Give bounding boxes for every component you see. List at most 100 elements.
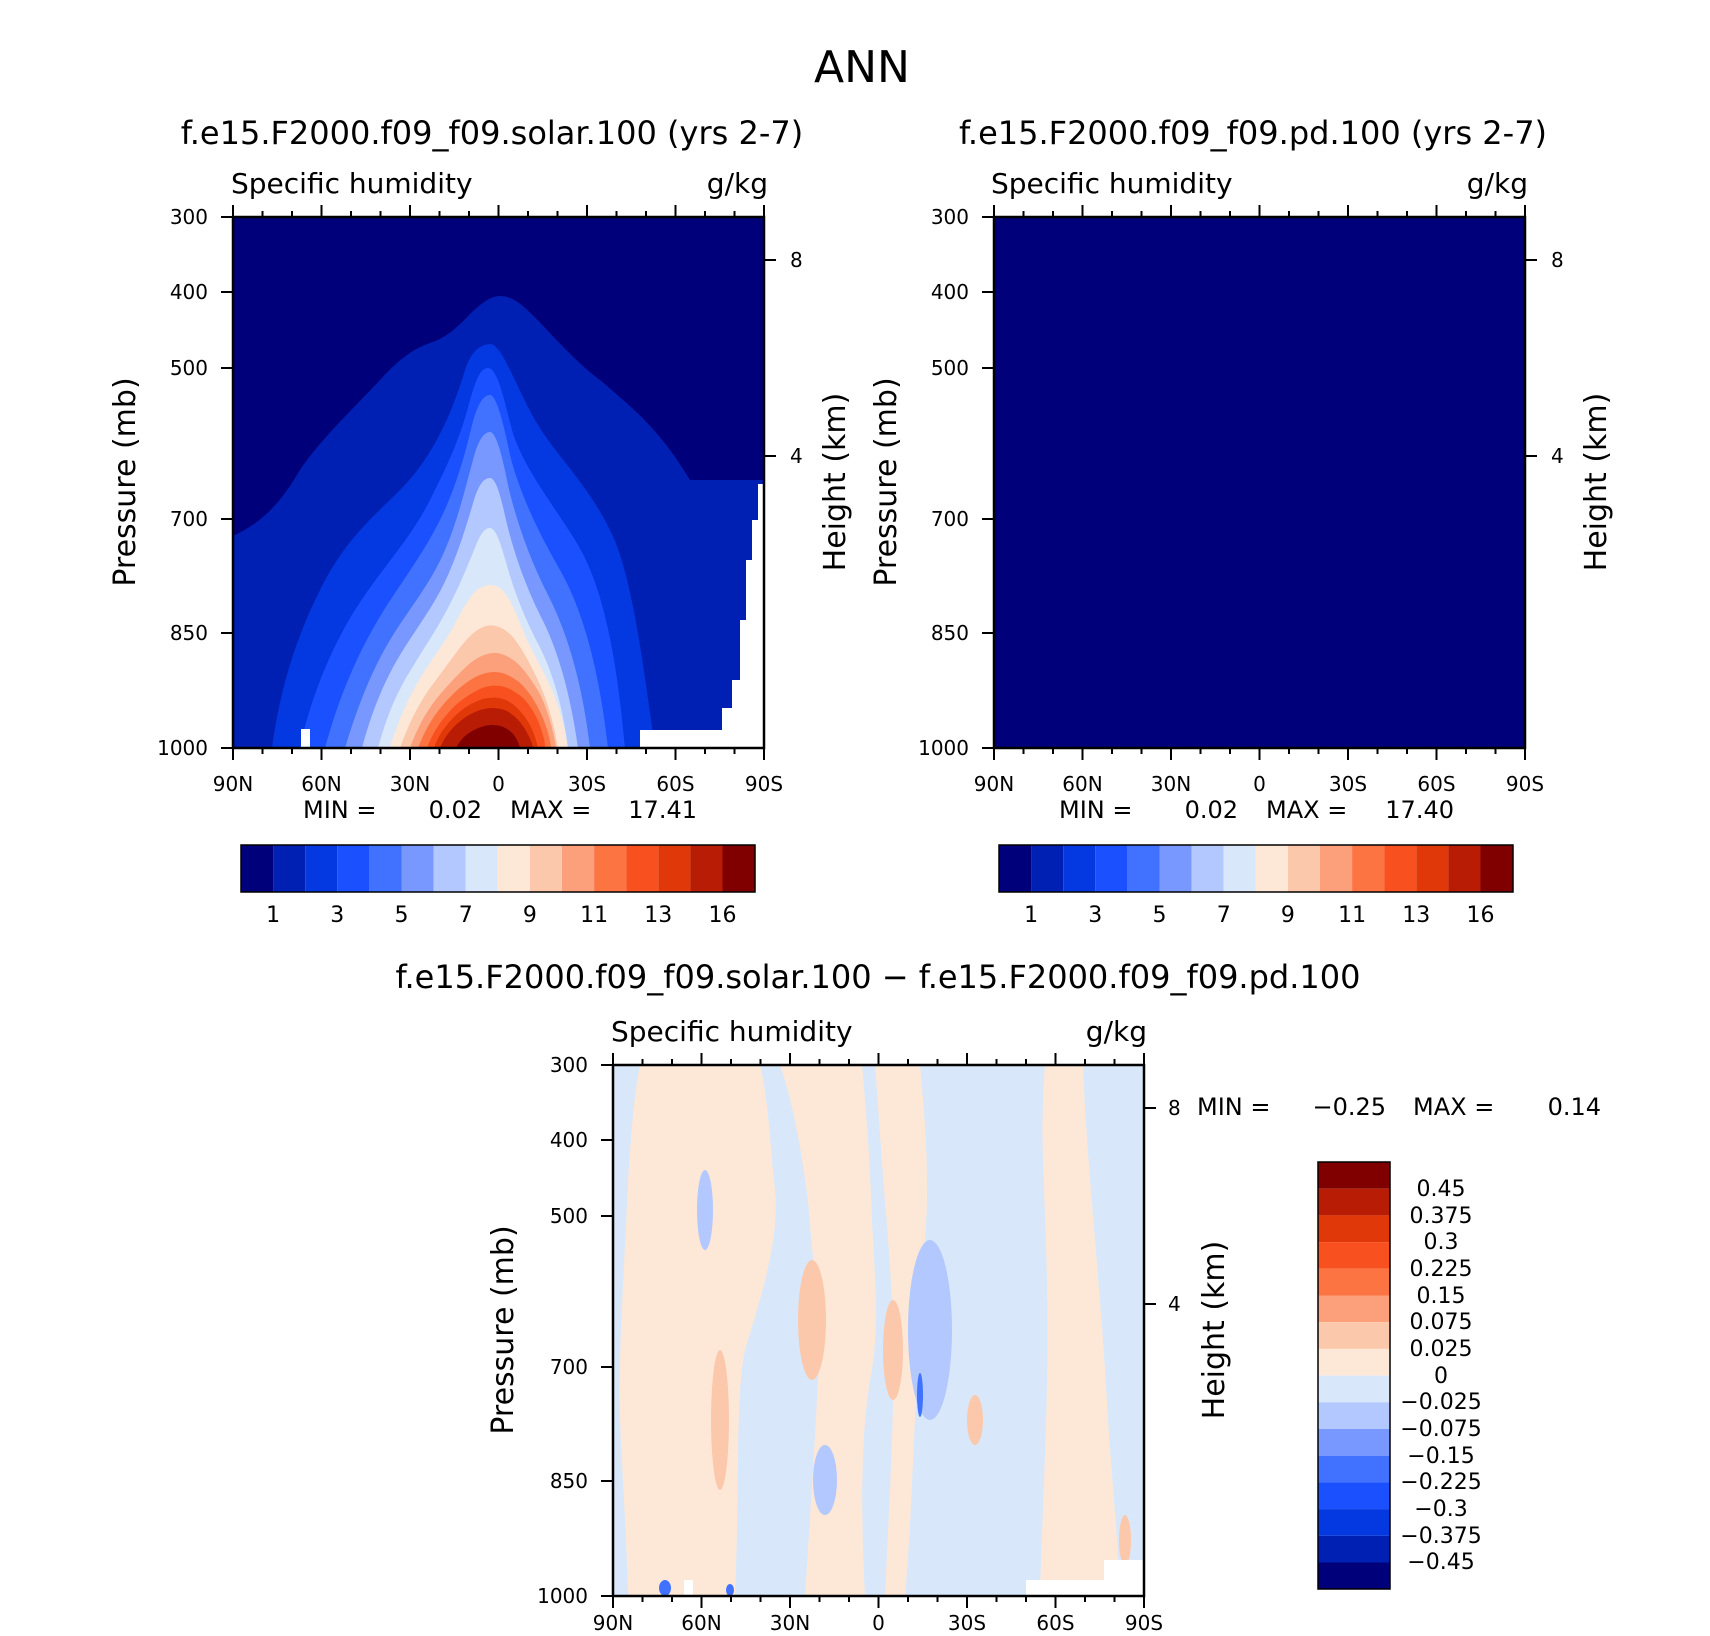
diff-positive-cell xyxy=(967,1395,983,1445)
x-tick-label: 90S xyxy=(745,772,783,796)
colorbar-label: 11 xyxy=(580,903,608,928)
y-tick-labels: 300 400 500 700 850 1000 xyxy=(918,205,969,760)
min-max-readout: MIN = −0.25 MAX = 0.14 xyxy=(1197,1093,1601,1121)
colorbar-label: 7 xyxy=(459,903,473,928)
colorbar-label: 0.45 xyxy=(1417,1177,1466,1202)
x-tick-label: 0 xyxy=(872,1611,885,1635)
colorbar-frame xyxy=(240,844,756,893)
min-max-readout: MIN = 0.02 MAX = 17.40 xyxy=(1059,796,1454,824)
colorbar-label: 7 xyxy=(1217,903,1231,928)
x-tick-label: 60S xyxy=(1036,1611,1074,1635)
y-tick-label: 500 xyxy=(170,356,208,380)
colorbar: 1 3 5 7 9 11 13 16 xyxy=(998,844,1514,928)
colorbar-label: 1 xyxy=(266,903,280,928)
colorbar-swatch xyxy=(1063,845,1096,892)
colorbar-swatch xyxy=(241,845,274,892)
y-right-tick-label: 8 xyxy=(1168,1096,1181,1120)
x-tick-label: 30N xyxy=(1151,772,1191,796)
y-axis-right-label: Height (km) xyxy=(1197,1241,1232,1420)
diff-negative-cell xyxy=(659,1580,671,1596)
colorbar-label: 0.225 xyxy=(1410,1257,1473,1282)
y-right-tick-labels: 8 4 xyxy=(1168,1096,1181,1316)
colorbar-swatch xyxy=(1318,1295,1390,1323)
colorbar-labels: 1 3 5 7 9 11 13 16 xyxy=(266,903,736,928)
diff-negative-cell xyxy=(697,1170,713,1250)
missing-data-region xyxy=(301,729,310,748)
x-tick-label: 60N xyxy=(681,1611,721,1635)
colorbar-label: 16 xyxy=(709,903,737,928)
colorbar-label: 5 xyxy=(395,903,409,928)
colorbar-swatch xyxy=(1095,845,1128,892)
colorbar-label: 3 xyxy=(1088,903,1102,928)
max-label: MAX = xyxy=(1266,796,1347,824)
x-tick-label: 0 xyxy=(492,772,505,796)
min-label: MIN = xyxy=(303,796,376,824)
colorbar-label: 3 xyxy=(330,903,344,928)
max-value: 17.40 xyxy=(1385,796,1454,824)
diff-positive-region xyxy=(1040,1065,1120,1596)
colorbar-swatch xyxy=(1127,845,1160,892)
y-tick-label: 500 xyxy=(931,356,969,380)
colorbar-label: 13 xyxy=(1402,903,1430,928)
y-tick-label: 400 xyxy=(931,280,969,304)
colorbar: 0.45 0.375 0.3 0.225 0.15 0.075 0.025 0 … xyxy=(1317,1161,1482,1590)
colorbar-swatch xyxy=(1318,1429,1390,1456)
colorbar-swatch xyxy=(1318,1535,1390,1563)
x-tick-label: 60N xyxy=(1062,772,1102,796)
x-tick-label: 60S xyxy=(1417,772,1455,796)
y-right-tick-label: 8 xyxy=(1551,248,1564,272)
colorbar-swatch xyxy=(658,845,691,892)
x-tick-label: 30S xyxy=(568,772,606,796)
panel-title: f.e15.F2000.f09_f09.solar.100 (yrs 2-7) xyxy=(181,114,803,152)
y-tick-label: 850 xyxy=(550,1469,588,1493)
colorbar-label: 9 xyxy=(523,903,537,928)
colorbar: 1 3 5 7 9 11 13 16 xyxy=(240,844,756,928)
colorbar-swatch xyxy=(1384,845,1417,892)
variable-label: Specific humidity xyxy=(991,167,1233,200)
colorbar-label: 0.3 xyxy=(1424,1230,1459,1255)
y-right-tick-label: 4 xyxy=(1168,1292,1181,1316)
min-value: 0.02 xyxy=(429,796,482,824)
colorbar-swatch xyxy=(497,845,530,892)
colorbar-label: −0.45 xyxy=(1407,1550,1474,1575)
x-tick-labels: 90N 60N 30N 0 30S 60S 90S xyxy=(593,1611,1163,1635)
colorbar-swatch xyxy=(1318,1268,1390,1296)
colorbar-labels: 1 3 5 7 9 11 13 16 xyxy=(1024,903,1494,928)
y-tick-label: 300 xyxy=(550,1053,588,1077)
y-right-tick-label: 4 xyxy=(1551,444,1564,468)
max-value: 0.14 xyxy=(1548,1093,1601,1121)
colorbar-labels: 0.45 0.375 0.3 0.225 0.15 0.075 0.025 0 … xyxy=(1400,1177,1481,1575)
diff-negative-cell xyxy=(726,1584,734,1596)
x-tick-labels: 90N 60N 30N 0 30S 60S 90S xyxy=(213,772,783,796)
diff-negative-cell xyxy=(917,1373,923,1417)
colorbar-swatch xyxy=(1318,1375,1390,1403)
colorbar-swatches xyxy=(999,845,1513,892)
colorbar-label: −0.3 xyxy=(1414,1497,1467,1522)
contour-level-16 xyxy=(456,725,520,748)
y-tick-label: 1000 xyxy=(537,1584,588,1608)
min-max-readout: MIN = 0.02 MAX = 17.41 xyxy=(303,796,697,824)
colorbar-swatch xyxy=(1255,845,1288,892)
colorbar-swatch xyxy=(626,845,659,892)
y-tick-label: 400 xyxy=(170,280,208,304)
colorbar-label: 9 xyxy=(1281,903,1295,928)
variable-label: Specific humidity xyxy=(231,167,473,200)
y-tick-label: 700 xyxy=(931,507,969,531)
panel-diff: f.e15.F2000.f09_f09.solar.100 − f.e15.F2… xyxy=(396,958,1601,1635)
y-tick-label: 850 xyxy=(170,621,208,645)
contour-fields xyxy=(233,295,764,748)
colorbar-label: 0.075 xyxy=(1410,1310,1473,1335)
colorbar-swatch xyxy=(529,845,562,892)
colorbar-label: 0.375 xyxy=(1410,1204,1473,1229)
x-tick-label: 0 xyxy=(1253,772,1266,796)
colorbar-frame xyxy=(1317,1161,1391,1590)
figure-title: ANN xyxy=(814,42,910,93)
diff-positive-region xyxy=(619,1065,776,1596)
missing-data-region xyxy=(1104,1560,1144,1580)
colorbar-label: −0.075 xyxy=(1400,1417,1481,1442)
colorbar-frame xyxy=(998,844,1514,893)
x-tick-label: 90S xyxy=(1125,1611,1163,1635)
x-tick-label: 30N xyxy=(390,772,430,796)
variable-label: Specific humidity xyxy=(611,1015,853,1048)
colorbar-swatch xyxy=(1318,1562,1390,1590)
